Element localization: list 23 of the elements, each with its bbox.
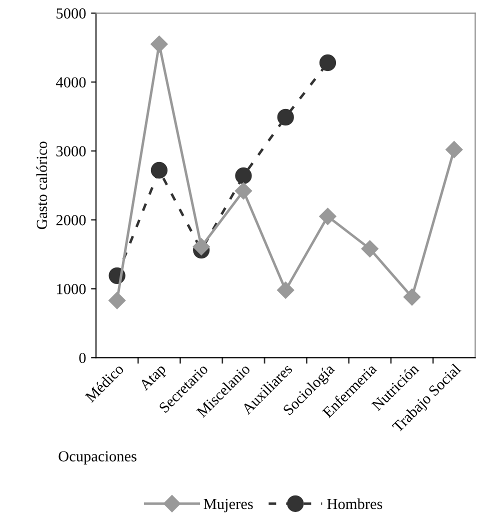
point [234,182,252,200]
y-tick-label: 2000 [56,215,86,226]
point [319,208,336,225]
legend-label: Hombres [327,498,382,510]
point [277,282,294,299]
point [319,54,336,72]
point [192,238,210,256]
y-tick-label: 5000 [56,8,86,19]
point [403,288,421,306]
y-axis-title: Gasto calórico [36,142,48,230]
legend-label: Mujeres [204,498,253,512]
x-axis-title: Ocupaciones [58,451,136,465]
point [361,240,378,258]
y-tick-label: 3000 [56,146,86,156]
point [446,141,463,158]
y-tick-label: 0 [79,352,86,364]
point [150,162,168,179]
point [108,292,126,310]
point [277,108,294,126]
y-tick-label: 4000 [56,77,86,88]
point [150,36,168,53]
point [235,167,252,184]
y-tick-label: 1000 [57,284,86,294]
